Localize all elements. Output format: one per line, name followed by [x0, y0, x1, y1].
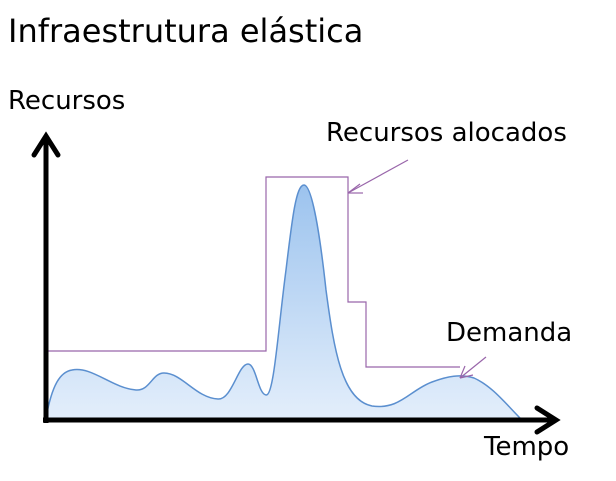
- demand-curve: [45, 184, 521, 419]
- allocated-resources-line: [46, 176, 460, 368]
- x-axis-arrowhead-icon: [534, 405, 561, 435]
- allocated-callout-arrow: [347, 159, 409, 194]
- y-axis: [31, 131, 61, 423]
- demand-area: [46, 185, 520, 418]
- y-axis-label: Recursos: [8, 86, 126, 116]
- x-axis-label: Tempo: [484, 432, 570, 462]
- demand-callout-arrow: [459, 356, 487, 379]
- y-axis-arrowhead-icon: [31, 131, 61, 158]
- diagram-title: Infraestrutura elástica: [8, 12, 364, 50]
- x-axis: [43, 405, 561, 435]
- demand-label: Demanda: [446, 318, 573, 348]
- allocated-resources-label: Recursos alocados: [326, 118, 567, 148]
